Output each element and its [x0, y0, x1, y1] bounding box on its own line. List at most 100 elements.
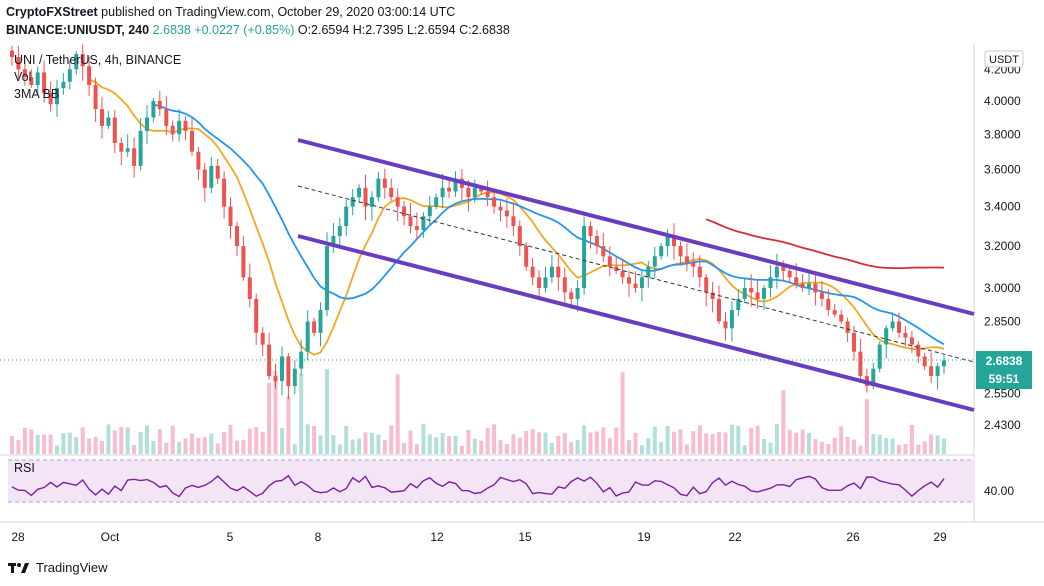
candle-body: [138, 130, 143, 166]
time-tick-label: 22: [728, 530, 742, 544]
legend-rsi: RSI: [14, 461, 35, 475]
candle-body: [241, 246, 246, 278]
candle-body: [427, 206, 432, 217]
candle-body: [543, 277, 548, 288]
time-axis[interactable]: 28 Oct 5 8 12 15 19 22 26 29: [11, 530, 947, 544]
volume-bar: [511, 434, 516, 454]
volume-bar: [408, 430, 413, 454]
volume-bar: [909, 424, 914, 454]
volume-bar: [466, 430, 471, 454]
candle-body: [280, 356, 284, 381]
volume-bar: [87, 438, 92, 454]
volume-bar: [639, 445, 644, 454]
candle-body: [601, 246, 606, 257]
candle-body: [652, 256, 657, 267]
volume-bar: [562, 433, 567, 454]
volume-bar: [267, 383, 272, 454]
volume-bar: [807, 433, 811, 454]
volume-bar: [781, 390, 786, 454]
candle-body: [61, 81, 66, 89]
candle-body: [350, 197, 355, 207]
candle-body: [177, 120, 182, 135]
volume-bar: [157, 429, 162, 454]
volume-bar: [871, 434, 876, 454]
volume-bar: [164, 442, 169, 454]
candle-body: [511, 216, 516, 227]
candle-body: [305, 321, 310, 352]
channel-lower-line[interactable]: [297, 234, 975, 412]
candle-body: [582, 226, 587, 289]
candle-body: [549, 266, 554, 278]
candle-body: [691, 262, 696, 267]
candle-body: [916, 344, 921, 357]
volume-bar: [903, 444, 908, 454]
candle-body: [530, 266, 535, 278]
candle-body: [382, 178, 387, 188]
candle-body: [369, 197, 374, 207]
volume-bar: [93, 436, 98, 454]
candle-body: [607, 256, 612, 267]
volume-bar: [826, 444, 831, 454]
candle-body: [807, 283, 811, 288]
candle-body: [67, 69, 72, 82]
channel-mid-line[interactable]: [297, 185, 975, 363]
volume-bar: [723, 432, 728, 454]
price-axis[interactable]: 4.20004.00003.80003.60003.40003.20003.00…: [984, 62, 1021, 432]
volume-bar: [800, 429, 805, 454]
candle-body: [292, 368, 297, 387]
candle-body: [768, 277, 773, 288]
volume-bar: [292, 444, 297, 454]
candle-body: [87, 66, 92, 85]
candle-body: [93, 84, 98, 110]
volume-bar: [273, 370, 278, 454]
volume-bar: [145, 425, 149, 454]
candle-body: [325, 246, 329, 311]
countdown-text: 59:51: [989, 372, 1020, 386]
candle-body: [877, 344, 882, 369]
time-tick-label: Oct: [101, 530, 120, 544]
candle-body: [697, 266, 702, 278]
last-price-text: 2.6838: [986, 354, 1023, 368]
volume-bar: [402, 442, 407, 454]
price-tick-label: 2.5500: [984, 387, 1021, 401]
volume-bar: [569, 442, 574, 454]
candle-body: [395, 197, 400, 207]
volume-bar: [774, 424, 779, 454]
candle-body: [260, 332, 265, 345]
volume-bar: [190, 433, 194, 454]
volume-bar: [376, 434, 381, 454]
volume-bar: [472, 438, 477, 454]
volume-bar: [453, 435, 458, 454]
volume-bar: [755, 426, 760, 454]
volume-bar: [852, 439, 856, 454]
volume-bar: [42, 434, 47, 454]
legend-ma: 3MA BB: [14, 87, 59, 101]
volume-bar: [196, 437, 201, 454]
volume-bar: [434, 437, 439, 454]
candle-body: [909, 337, 914, 345]
candle-body: [80, 54, 85, 67]
currency-label-box: [984, 50, 1024, 68]
candle-body: [286, 356, 291, 387]
symbol-line: BINANCE:UNIUSDT, 240 2.6838 +0.0227 (+0.…: [6, 22, 510, 38]
volume-bar: [877, 434, 882, 454]
channel-upper-line[interactable]: [297, 138, 975, 316]
tradingview-logo[interactable]: TradingView: [8, 560, 108, 575]
price-tick-label: 4.0000: [984, 94, 1021, 108]
volume-bar: [106, 424, 111, 454]
volume-bar: [382, 439, 387, 454]
candle-body: [209, 165, 214, 188]
volume-bar: [498, 440, 503, 454]
volume-bar: [492, 424, 497, 454]
time-tick-label: 12: [430, 530, 444, 544]
ma-slow-line: [705, 218, 945, 269]
candle-body: [659, 246, 664, 257]
candle-body: [781, 266, 786, 271]
candle-body: [639, 277, 644, 288]
volume-bar: [588, 432, 593, 454]
volume-bar: [935, 435, 940, 454]
rsi-axis-tick: 40.00: [984, 484, 1014, 498]
ohlc-values: O:2.6594 H:2.7395 L:2.6594 C:2.6838: [297, 23, 510, 37]
volume-bar: [459, 445, 464, 454]
